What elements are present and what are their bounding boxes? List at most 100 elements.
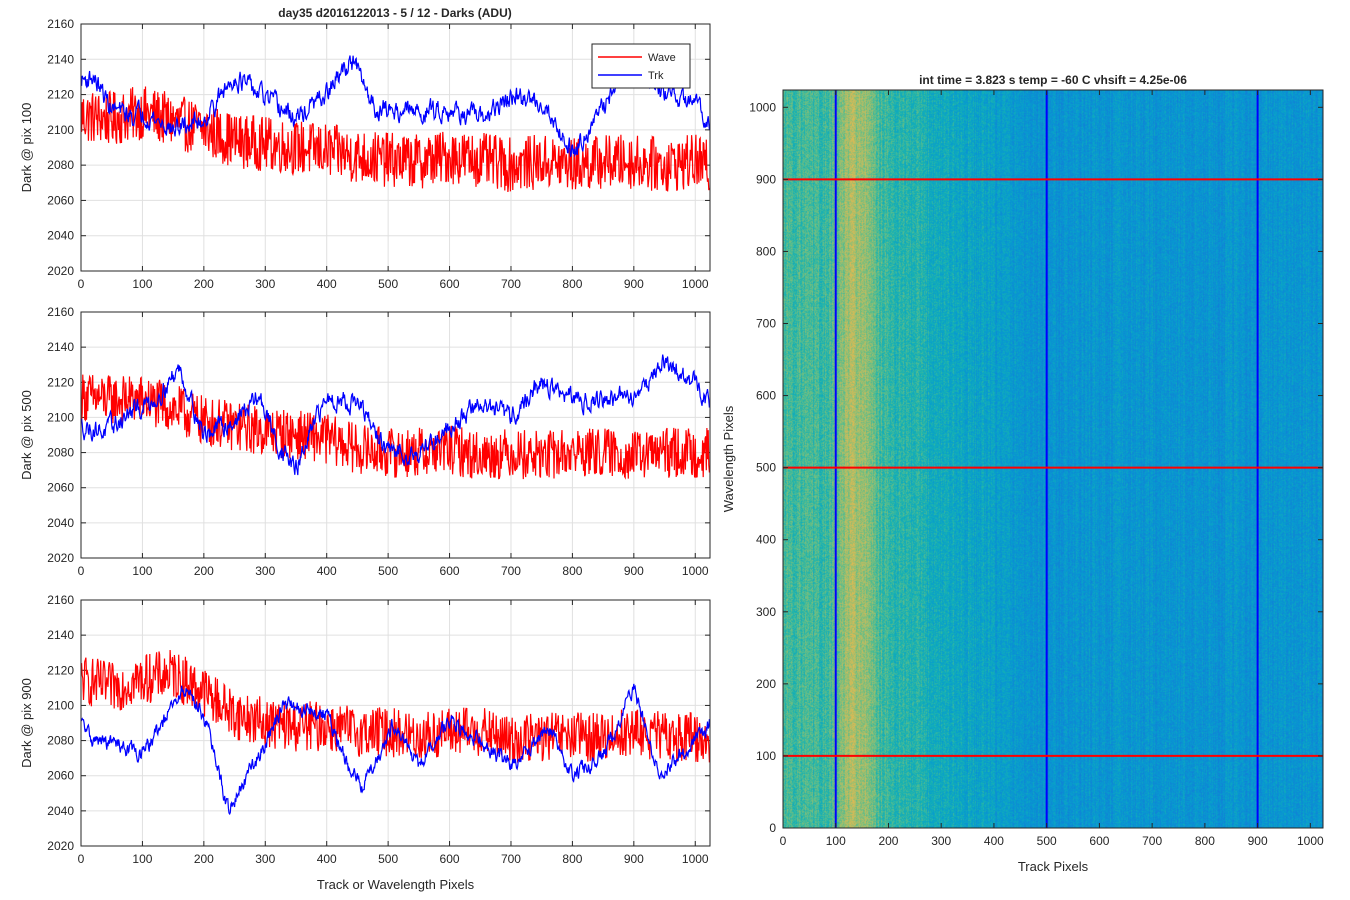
x-tick-label: 100 <box>826 834 846 848</box>
x-tick-label: 400 <box>317 564 337 578</box>
y-tick-label: 2100 <box>47 123 74 137</box>
x-tick-label: 500 <box>378 564 398 578</box>
x-tick-label: 500 <box>378 277 398 291</box>
y-tick-label: 2080 <box>47 158 74 172</box>
x-tick-label: 100 <box>132 277 152 291</box>
x-tick-label: 800 <box>562 277 582 291</box>
x-tick-label: 700 <box>1142 834 1162 848</box>
y-tick-label: 800 <box>756 244 776 258</box>
x-tick-label: 800 <box>1195 834 1215 848</box>
series-line-wave <box>81 374 710 480</box>
x-tick-label: 600 <box>440 564 460 578</box>
x-tick-label: 0 <box>78 277 85 291</box>
y-tick-label: 2040 <box>47 804 74 818</box>
y-tick-label: 900 <box>756 172 776 186</box>
y-tick-label: 2100 <box>47 410 74 424</box>
series-line-trk <box>81 354 710 476</box>
legend-box <box>591 43 691 89</box>
axes-border <box>80 311 711 559</box>
series-line-trk <box>81 683 710 816</box>
x-tick-label: 300 <box>255 852 275 866</box>
x-tick-label: 300 <box>931 834 951 848</box>
axes-border <box>80 23 711 272</box>
x-tick-label: 300 <box>255 564 275 578</box>
y-axis-label: Wavelength Pixels <box>721 405 736 512</box>
y-tick-label: 700 <box>756 317 776 331</box>
y-tick-label: 2040 <box>47 229 74 243</box>
y-tick-label: 2160 <box>47 593 74 607</box>
y-tick-label: 2020 <box>47 839 74 853</box>
x-tick-label: 200 <box>194 277 214 291</box>
y-tick-label: 400 <box>756 533 776 547</box>
y-tick-label: 500 <box>756 461 776 475</box>
x-tick-label: 400 <box>984 834 1004 848</box>
y-tick-label: 2080 <box>47 734 74 748</box>
x-tick-label: 600 <box>1089 834 1109 848</box>
legend-label-wave: Wave <box>648 52 676 64</box>
x-tick-label: 1000 <box>682 852 709 866</box>
plot-area <box>81 312 710 558</box>
x-tick-label: 1000 <box>682 564 709 578</box>
x-tick-label: 200 <box>194 564 214 578</box>
heatmap-image <box>783 90 1323 828</box>
series-line-wave <box>81 86 710 193</box>
axes-0: 0 100 200 300 400 500 600 700 800 900 1000 2020 2040… <box>19 17 711 291</box>
x-tick-label: 500 <box>1037 834 1057 848</box>
legend: Wave Trk <box>591 43 691 89</box>
x-tick-label: 800 <box>562 852 582 866</box>
x-tick-label: 0 <box>78 564 85 578</box>
x-tick-label: 600 <box>440 852 460 866</box>
x-tick-label: 700 <box>501 564 521 578</box>
x-tick-label: 500 <box>378 852 398 866</box>
y-tick-label: 2060 <box>47 481 74 495</box>
x-tick-label: 0 <box>78 852 85 866</box>
y-tick-label: 2100 <box>47 698 74 712</box>
x-tick-label: 1000 <box>682 277 709 291</box>
x-tick-label: 700 <box>501 277 521 291</box>
y-tick-label: 2040 <box>47 516 74 530</box>
x-tick-label: 900 <box>624 852 644 866</box>
axes-3: 0 100 200 300 400 500 600 700 800 900 1000 0 100 200 3… <box>721 73 1324 874</box>
y-tick-label: 2120 <box>47 88 74 102</box>
figure-title: day35 d2016122013 - 5 / 12 - Darks (ADU) <box>278 6 511 20</box>
x-tick-label: 1000 <box>1297 834 1324 848</box>
axes-border <box>782 89 1324 829</box>
y-tick-label: 2120 <box>47 663 74 677</box>
y-tick-label: 2160 <box>47 305 74 319</box>
x-tick-label: 400 <box>317 852 337 866</box>
x-tick-label: 700 <box>501 852 521 866</box>
x-axis-label: Track Pixels <box>1018 859 1089 874</box>
y-tick-label: 600 <box>756 389 776 403</box>
y-tick-label: 2020 <box>47 264 74 278</box>
series-line-trk <box>81 55 710 157</box>
heatmap-title: int time = 3.823 s temp = -60 C vhsift =… <box>919 73 1187 87</box>
y-tick-label: 2060 <box>47 769 74 783</box>
y-tick-label: 2140 <box>47 340 74 354</box>
y-tick-label: 2140 <box>47 52 74 66</box>
legend-label-trk: Trk <box>648 70 664 82</box>
y-tick-label: 2140 <box>47 628 74 642</box>
x-tick-label: 900 <box>624 564 644 578</box>
y-tick-label: 300 <box>756 605 776 619</box>
x-tick-label: 300 <box>255 277 275 291</box>
axes-border <box>80 599 711 847</box>
series-line-wave <box>81 649 710 764</box>
x-tick-label: 900 <box>1248 834 1268 848</box>
x-tick-label: 400 <box>317 277 337 291</box>
y-tick-label: 1000 <box>749 100 776 114</box>
x-tick-label: 800 <box>562 564 582 578</box>
x-tick-label: 200 <box>878 834 898 848</box>
y-tick-label: 2020 <box>47 551 74 565</box>
x-tick-label: 900 <box>624 277 644 291</box>
x-tick-label: 600 <box>440 277 460 291</box>
y-tick-label: 2060 <box>47 193 74 207</box>
y-axis-label: Dark @ pix 500 <box>19 390 34 480</box>
y-tick-label: 200 <box>756 677 776 691</box>
y-tick-label: 2080 <box>47 446 74 460</box>
y-tick-label: 2120 <box>47 375 74 389</box>
y-tick-label: 0 <box>769 821 776 835</box>
x-tick-label: 0 <box>780 834 787 848</box>
x-tick-label: 200 <box>194 852 214 866</box>
x-tick-label: 100 <box>132 564 152 578</box>
